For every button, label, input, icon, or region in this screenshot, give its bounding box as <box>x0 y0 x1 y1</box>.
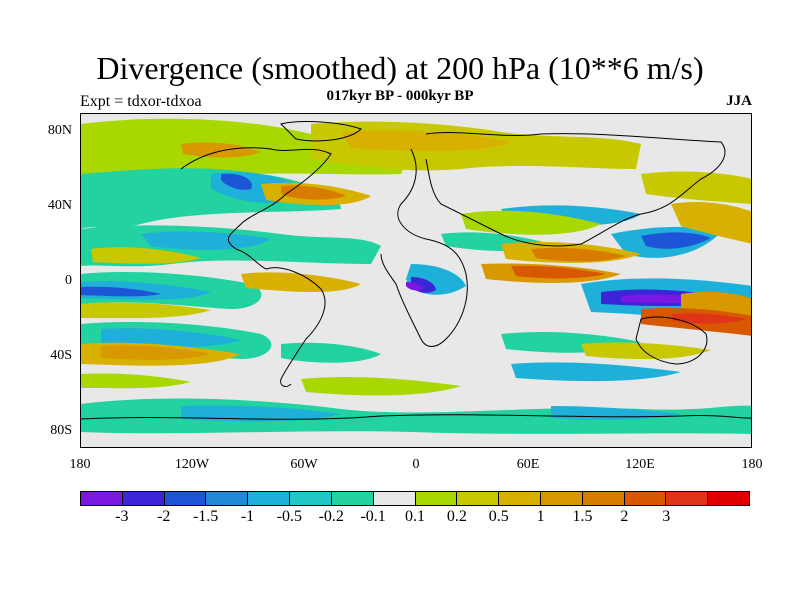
coast-africa <box>380 148 468 347</box>
colorbar-swatch-7 <box>373 492 416 505</box>
colorbar-label: 0.5 <box>488 508 509 525</box>
lon-label-60e: 60E <box>516 457 540 472</box>
lon-label-60w: 60W <box>290 457 318 472</box>
colorbar-label: 0.1 <box>405 508 425 525</box>
colorbar-label: 1 <box>536 508 545 525</box>
lat-label-40s: 40S <box>50 348 72 363</box>
colorbar-swatch-15 <box>708 492 749 505</box>
colorbar-swatch-8 <box>415 492 458 505</box>
divergence-map <box>80 113 752 448</box>
lon-label-120e: 120E <box>625 457 655 472</box>
colorbar-label: 2 <box>620 508 629 525</box>
lat-label-80n: 80N <box>47 123 72 138</box>
colorbar-swatch-13 <box>624 492 667 505</box>
map-subtitle: 017kyr BP - 000kyr BP <box>326 88 474 104</box>
colorbar-label: 3 <box>662 508 671 525</box>
experiment-label: Expt = tdxor-tdxoa <box>80 93 202 110</box>
colorbar-swatch-11 <box>540 492 583 505</box>
coast-australia <box>635 316 708 365</box>
colorbar <box>80 491 750 506</box>
colorbar-swatch-0 <box>81 492 123 505</box>
colorbar-swatch-4 <box>248 492 291 505</box>
colorbar-label: -1.5 <box>192 508 219 525</box>
colorbar-label: -0.1 <box>360 508 386 525</box>
lon-label-180w: 180 <box>69 457 91 472</box>
colorbar-label: 0.2 <box>446 508 467 525</box>
colorbar-swatch-5 <box>290 492 332 505</box>
colorbar-label: -1 <box>240 508 255 525</box>
lon-label-120w: 120W <box>174 457 210 472</box>
colorbar-swatch-10 <box>499 492 541 505</box>
colorbar-swatch-14 <box>666 492 709 505</box>
coast-eurasia <box>425 132 726 247</box>
coast-greenland <box>280 121 362 142</box>
lat-label-40n: 40N <box>47 198 72 213</box>
colorbar-label: 1.5 <box>572 508 593 525</box>
colorbar-label: -3 <box>115 508 129 525</box>
colorbar-label: -2 <box>157 508 171 525</box>
map-title: Divergence (smoothed) at 200 hPa (10**6 … <box>96 50 704 86</box>
colorbar-label: -0.2 <box>318 508 344 525</box>
coastlines <box>81 121 751 420</box>
coast-north-america <box>180 147 332 270</box>
lon-label-180e: 180 <box>741 457 763 472</box>
colorbar-swatch-12 <box>582 492 625 505</box>
season-label: JJA <box>726 93 752 109</box>
colorbar-swatch-9 <box>457 492 500 505</box>
colorbar-swatch-6 <box>331 492 374 505</box>
colorbar-swatch-3 <box>206 492 249 505</box>
coast-south-america <box>265 267 326 387</box>
positive-anomaly-patches <box>81 121 751 396</box>
colorbar-swatch-1 <box>122 492 165 505</box>
lon-label-0: 0 <box>412 457 420 472</box>
lat-label-eq: 0 <box>65 273 72 288</box>
map-canvas <box>81 114 751 447</box>
lat-label-80s: 80S <box>50 423 72 438</box>
colorbar-label: -0.5 <box>276 508 303 525</box>
coast-antarctica <box>81 414 751 420</box>
colorbar-swatch-2 <box>164 492 207 505</box>
